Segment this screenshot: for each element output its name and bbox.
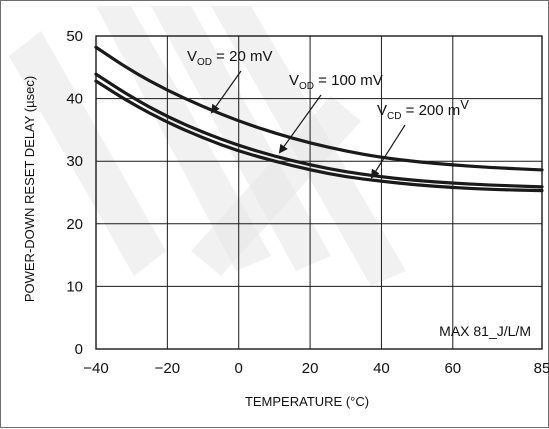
series-line-3	[94, 79, 544, 193]
series-label-2: VOD = 100 mV	[289, 72, 383, 92]
x-tick-label: 20	[302, 360, 319, 377]
y-tick-label: 30	[66, 153, 83, 170]
y-tick-label: 40	[66, 91, 83, 108]
x-tick-label: 85	[534, 360, 549, 377]
x-tick-label: 0	[235, 360, 243, 377]
x-tick-labels: −40 −20 0 20 40 60 85	[83, 360, 549, 377]
series-arrow-2	[278, 94, 322, 154]
watermark-band-0	[9, 31, 166, 276]
series-arrow-3	[370, 124, 406, 179]
plot-border	[95, 35, 543, 350]
x-tick-label: 60	[444, 360, 461, 377]
part-number-annotation: MAX 81_J/L/M	[439, 323, 531, 339]
x-axis-title: TEMPERATURE (°C)	[245, 394, 369, 409]
y-tick-label: 0	[75, 341, 83, 358]
x-tick-label: −20	[155, 360, 180, 377]
y-tick-label: 20	[66, 216, 83, 233]
watermark-band-4	[211, 6, 406, 286]
y-tick-labels: 0 10 20 30 40 50	[66, 28, 83, 358]
series-label-3: VCD = 200 mV	[377, 97, 469, 122]
series-line-1	[94, 45, 544, 172]
series-labels: VOD = 20 mV VOD = 100 mV VCD = 200 mV	[187, 48, 469, 179]
watermark-shapes	[9, 6, 406, 286]
watermark-band-2	[151, 6, 331, 271]
y-tick-label: 10	[66, 278, 83, 295]
y-axis-title: POWER-DOWN RESET DELAY (µsec)	[22, 76, 37, 302]
series-line-2	[94, 72, 544, 189]
series-label-1: VOD = 20 mV	[187, 48, 272, 68]
x-tick-label: 40	[373, 360, 390, 377]
series-arrow-1	[210, 70, 242, 114]
grid	[95, 35, 543, 350]
series-curves	[94, 45, 544, 193]
y-tick-label: 50	[66, 28, 83, 45]
x-tick-label: −40	[83, 360, 108, 377]
watermark-band-1	[96, 6, 271, 271]
